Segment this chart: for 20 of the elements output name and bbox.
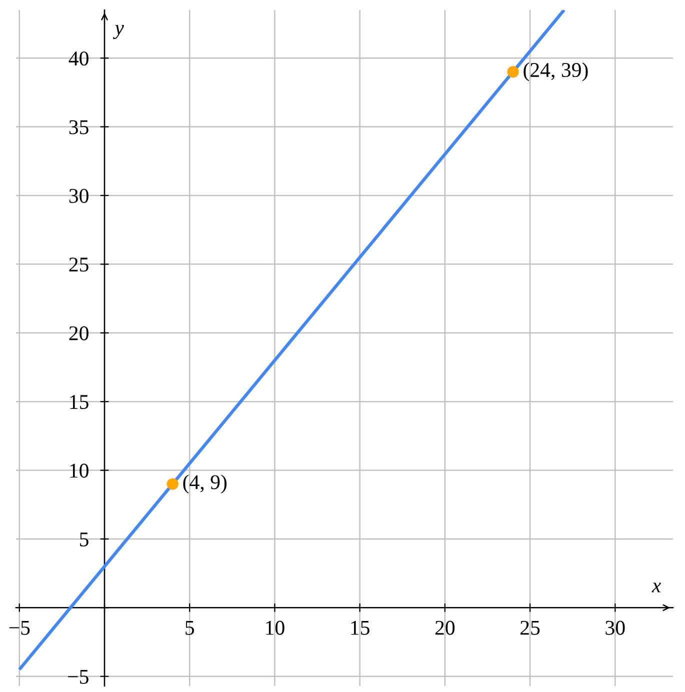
y-tick-label: 5: [80, 532, 88, 546]
y-tick-label: 35: [69, 120, 88, 134]
y-tick-label: 30: [69, 188, 88, 203]
annotation: (24, 39): [524, 62, 588, 82]
y-tick-label: 40: [68, 51, 88, 66]
y-tick-label: 20: [69, 326, 88, 340]
x-tick-label: 25: [520, 620, 540, 635]
y-axis-title: y: [112, 24, 124, 40]
x-axis-title: x: [652, 582, 662, 592]
y-tick-label: −5: [68, 670, 88, 684]
annotation: (4, 9): [183, 474, 227, 494]
y-tick-label: 10: [70, 464, 88, 478]
x-tick-label: −5: [9, 620, 30, 635]
x-tick-label: 20: [435, 620, 455, 635]
y-tick-label: 25: [69, 258, 88, 272]
y-tick-label: 15: [70, 395, 88, 410]
x-tick-label: 30: [606, 620, 625, 635]
x-tick-label: 10: [266, 620, 284, 635]
x-tick-label: 5: [186, 620, 194, 635]
x-tick-label: 15: [351, 620, 370, 635]
